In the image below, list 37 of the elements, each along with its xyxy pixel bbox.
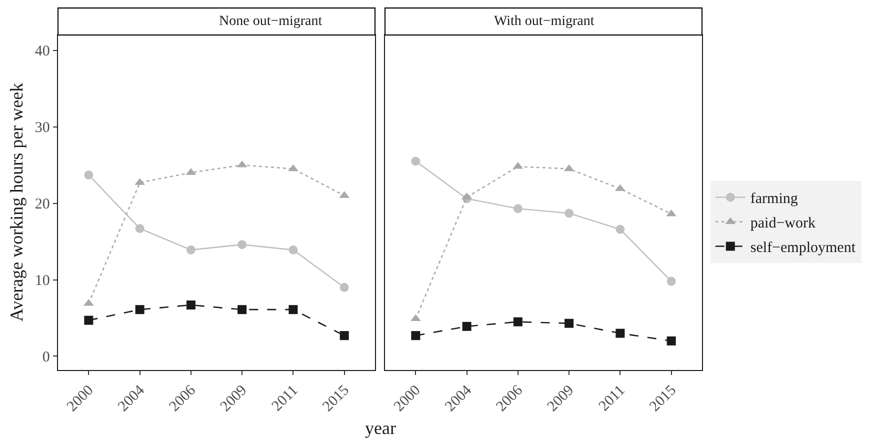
y-tick-label: 40	[34, 44, 50, 60]
point	[288, 305, 298, 314]
point	[411, 331, 420, 340]
legend-label: paid−work	[750, 216, 816, 232]
point	[84, 170, 94, 180]
point	[513, 317, 522, 326]
point	[564, 318, 574, 328]
chart-title: With out−migrant	[494, 14, 594, 29]
point	[340, 282, 349, 292]
point	[186, 300, 196, 310]
point	[186, 245, 196, 254]
point	[616, 224, 625, 234]
point	[564, 208, 574, 218]
y-tick-label: 10	[34, 273, 50, 289]
point	[513, 204, 522, 214]
point	[135, 305, 144, 314]
legend-label: self−employment	[750, 240, 856, 256]
point	[616, 328, 625, 338]
point	[84, 316, 94, 325]
x-tick-label: 2011	[269, 382, 302, 415]
y-axis-title: Average working hours per week	[6, 82, 26, 322]
point	[462, 322, 472, 331]
point	[238, 240, 247, 250]
point	[666, 336, 676, 346]
legend-label: farming	[750, 191, 798, 208]
point	[666, 276, 676, 286]
y-tick-label: 20	[34, 196, 50, 213]
chart-title: None out−migrant	[219, 14, 322, 29]
point	[288, 245, 298, 254]
y-tick-label: 30	[34, 120, 50, 136]
y-tick-label: 0	[42, 349, 50, 366]
x-tick-label: 2011	[596, 382, 628, 415]
point	[135, 224, 144, 233]
point	[411, 156, 420, 166]
x-axis-title: year	[365, 418, 396, 438]
point	[340, 331, 349, 340]
point	[238, 305, 247, 314]
